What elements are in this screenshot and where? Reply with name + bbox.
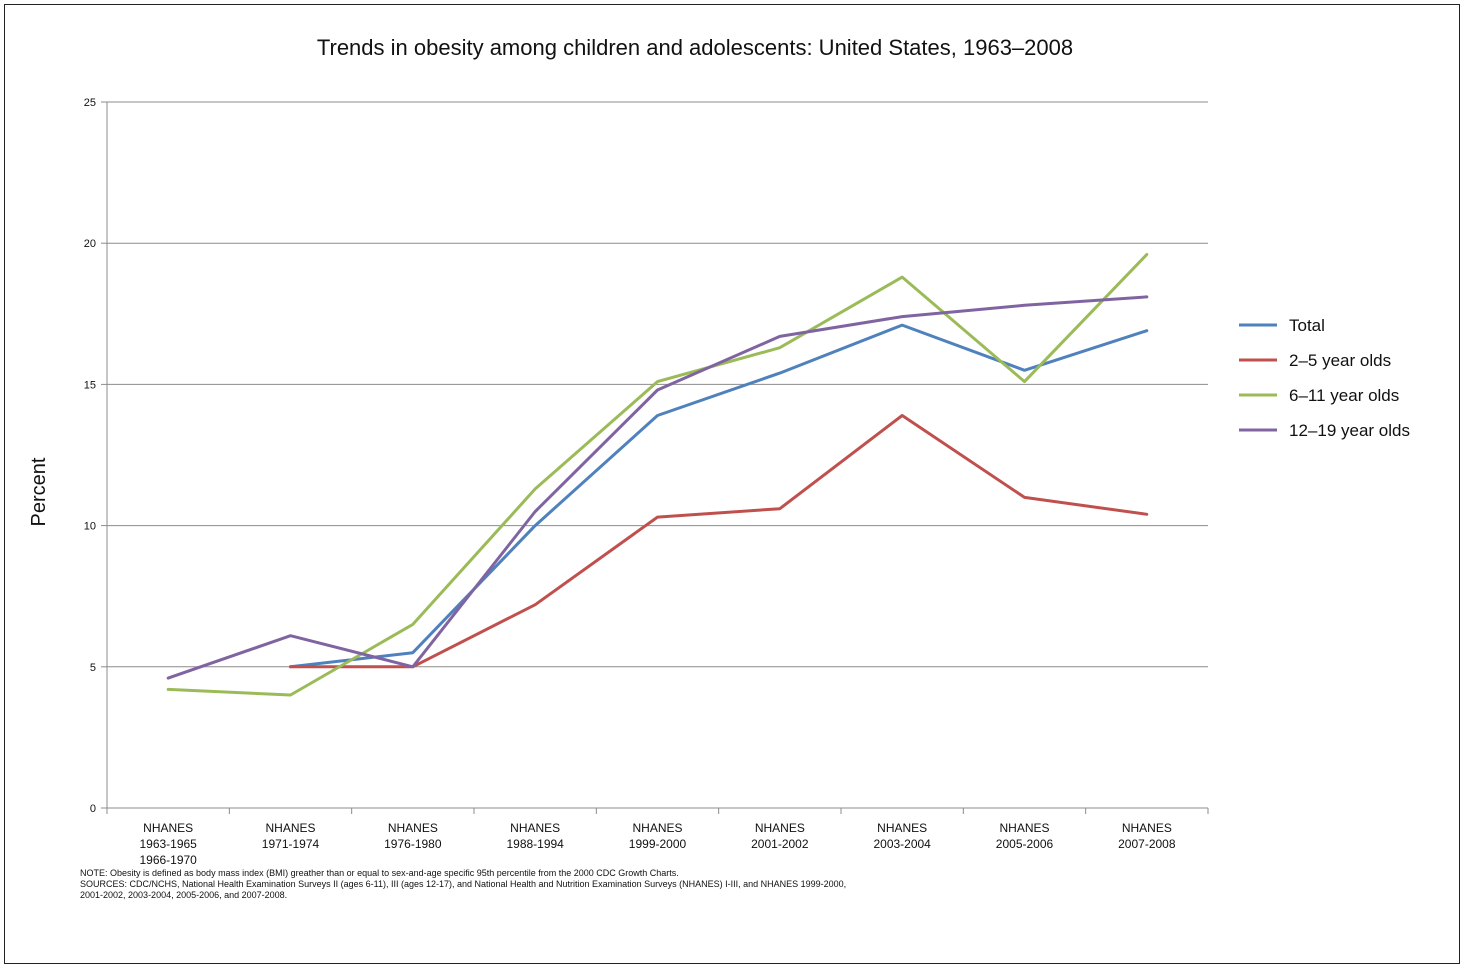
axes: 0 5 10 15 20 25 NHANES 1963-1965 1966-1970 NHANES…	[84, 97, 1209, 867]
gridlines	[107, 101, 1208, 668]
series-line-4	[166, 295, 1149, 680]
chart-frame	[4, 4, 1460, 964]
x-tick-label: NHANES 1976-1980	[384, 821, 442, 851]
series-line-2	[289, 414, 1149, 669]
x-tick-label: NHANES 2001-2002	[751, 821, 809, 851]
y-tick-label: 20	[84, 238, 96, 250]
chart-title: Trends in obesity among children and ado…	[317, 35, 1073, 60]
x-tick-label: NHANES 1971-1974	[262, 821, 320, 851]
series-line-3	[166, 253, 1149, 697]
legend-label: 2–5 year olds	[1289, 351, 1391, 370]
sources-text: SOURCES: CDC/NCHS, National Health Exami…	[80, 879, 847, 889]
y-axis-label: Percent	[28, 457, 50, 526]
y-tick-label: 0	[90, 803, 96, 815]
y-tick-label: 15	[84, 379, 96, 391]
legend-label: 12–19 year olds	[1289, 421, 1410, 440]
x-tick-label: NHANES 2007-2008	[1118, 821, 1176, 851]
x-tick-label: NHANES 1963-1965 1966-1970	[139, 821, 197, 867]
x-tick-label: NHANES 2003-2004	[873, 821, 931, 851]
legend-label: Total	[1289, 316, 1325, 335]
sources-text-continued: 2001-2002, 2003-2004, 2005-2006, and 200…	[80, 890, 288, 900]
x-tick-label: NHANES 1999-2000	[629, 821, 687, 851]
series-lines	[166, 253, 1149, 697]
y-tick-label: 5	[90, 662, 96, 674]
x-tick-label: NHANES 1988-1994	[506, 821, 564, 851]
legend-label: 6–11 year olds	[1289, 386, 1399, 405]
legend: Total 2–5 year olds 6–11 year olds 12–19 ye…	[1239, 316, 1410, 440]
x-tick-label: NHANES 2005-2006	[996, 821, 1054, 851]
y-tick-label: 25	[84, 97, 96, 109]
y-tick-label: 10	[84, 521, 96, 533]
note-text: NOTE: Obesity is defined as body mass in…	[80, 868, 679, 878]
